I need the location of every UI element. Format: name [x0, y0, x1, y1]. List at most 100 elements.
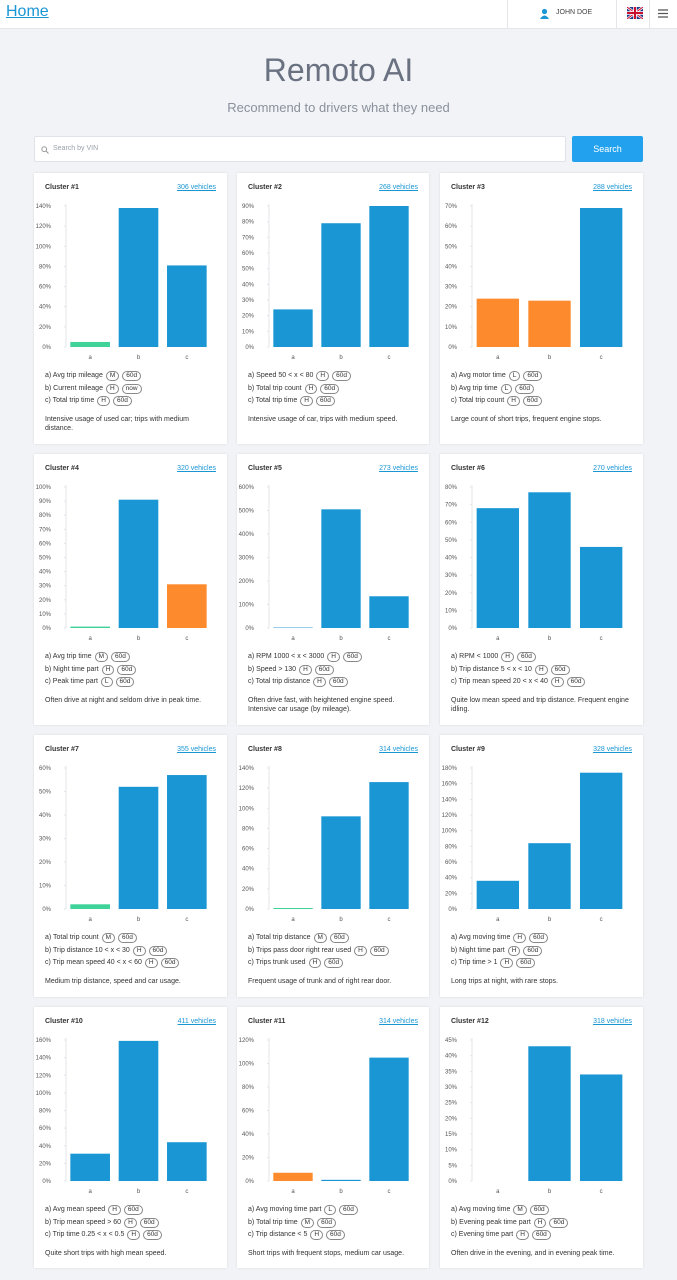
feature-list: a) Avg moving time H 60d b) Night time part…	[451, 932, 548, 970]
search-input[interactable]: Search by VIN	[34, 136, 566, 162]
y-tick-label: 60%	[445, 860, 458, 866]
y-tick-label: 20%	[445, 1116, 458, 1122]
x-tick-label: a	[496, 355, 500, 361]
menu-icon[interactable]	[658, 9, 668, 18]
y-tick-label: 25%	[445, 1101, 458, 1107]
cluster-title: Cluster #12	[451, 1018, 489, 1025]
y-tick-label: 160%	[36, 1038, 52, 1044]
feature-row: a) Avg trip time M 60d	[45, 651, 136, 664]
y-tick-label: 80%	[39, 1109, 52, 1115]
bar	[369, 206, 409, 347]
vehicles-link[interactable]: 288 vehicles	[593, 184, 632, 191]
feature-list: a) Avg motor time L 60d b) Avg trip time L 60…	[451, 370, 543, 408]
y-tick-label: 80%	[242, 220, 255, 226]
vehicles-link[interactable]: 328 vehicles	[593, 746, 632, 753]
feature-tag: now	[121, 383, 142, 394]
vehicles-link[interactable]: 355 vehicles	[177, 746, 216, 753]
x-tick-label: c	[388, 355, 391, 361]
feature-list: a) Avg trip mileage M 60d b) Current mileag…	[45, 370, 142, 408]
feature-text: c) Total trip count	[451, 397, 505, 404]
vehicles-link[interactable]: 306 vehicles	[177, 184, 216, 191]
feature-text: b) Current mileage	[45, 384, 103, 392]
y-tick-label: 20%	[445, 591, 458, 597]
vehicles-link[interactable]: 314 vehicles	[379, 746, 418, 753]
y-tick-label: 20%	[39, 325, 52, 331]
feature-row: b) Night time part H 60d	[451, 945, 548, 958]
y-tick-label: 0%	[448, 1179, 457, 1185]
feature-tag: L	[508, 371, 521, 381]
feature-tag: 60d	[314, 664, 334, 675]
feature-tag: 60d	[324, 958, 344, 968]
vehicles-link[interactable]: 411 vehicles	[177, 1018, 216, 1025]
vehicles-link[interactable]: 270 vehicles	[593, 465, 632, 472]
feature-tag: 60d	[122, 371, 142, 381]
vehicles-link[interactable]: 273 vehicles	[379, 465, 418, 472]
feature-text: c) Trip distance < 5	[248, 1231, 308, 1238]
vehicles-link[interactable]: 268 vehicles	[379, 184, 418, 191]
bar	[321, 816, 361, 909]
feature-text: b) Night time part	[451, 946, 505, 954]
cluster-card: Cluster #10 411 vehicles 0% 20% 40% 60% 80% 100…	[34, 1007, 227, 1268]
bar	[579, 772, 623, 909]
y-tick-label: 60%	[39, 541, 52, 547]
vehicles-link[interactable]: 318 vehicles	[593, 1018, 632, 1025]
feature-tag: 60d	[148, 945, 168, 956]
header: Home JOHN DOE	[0, 0, 677, 29]
y-tick-label: 100%	[36, 485, 52, 491]
vehicles-link[interactable]: 320 vehicles	[177, 465, 216, 472]
home-link[interactable]: Home	[6, 3, 49, 20]
search-button[interactable]: Search	[572, 136, 643, 162]
y-tick-label: 120%	[239, 1038, 255, 1044]
user-icon	[540, 8, 549, 19]
bar	[70, 626, 110, 628]
feature-tag: H	[108, 1205, 121, 1215]
feature-tag: 60d	[317, 1217, 336, 1228]
y-tick-label: 0%	[42, 345, 51, 351]
feature-tag: 60d	[549, 1217, 569, 1228]
y-tick-label: 70%	[242, 235, 255, 241]
bar	[70, 1153, 110, 1181]
cluster-card: Cluster #1 306 vehicles 0% 20% 40% 60% 80% 100%…	[34, 173, 227, 444]
user-name[interactable]: JOHN DOE	[556, 9, 593, 16]
feature-tag: 60d	[139, 1217, 159, 1228]
vehicles-link[interactable]: 314 vehicles	[379, 1018, 418, 1025]
cluster-chart: 0% 20% 40% 60% 80% 100% 120% 140% a b c	[239, 766, 409, 923]
cluster-chart: 0% 10% 20% 30% 40% 50% 60% 70% 80% 90% 100% a b c	[36, 485, 207, 642]
feature-tag: 60d	[523, 945, 543, 956]
cluster-chart: 0% 20% 40% 60% 80% 100% 120% a b c	[239, 1038, 409, 1195]
feature-row: b) Trip distance 10 < x < 30 H 60d	[45, 945, 179, 958]
y-tick-label: 120%	[36, 1073, 52, 1079]
y-tick-label: 600%	[239, 485, 255, 491]
y-tick-label: 60%	[445, 224, 458, 230]
feature-row: b) Avg trip time L 60d	[451, 383, 542, 396]
y-tick-label: 120%	[36, 224, 52, 230]
feature-text: c) Total trip time	[248, 397, 298, 404]
feature-tag: H	[533, 1217, 547, 1228]
y-tick-label: 40%	[445, 876, 458, 882]
x-tick-label: b	[548, 355, 552, 361]
y-tick-label: 20%	[242, 1156, 255, 1162]
cluster-card: Cluster #6 270 vehicles 0% 10% 20% 30% 40% 50% 6…	[440, 454, 643, 725]
feature-tag: H	[313, 677, 326, 687]
y-tick-label: 10%	[445, 325, 458, 331]
feature-row: b) Evening peak time part H 60d	[451, 1217, 569, 1230]
bar	[321, 223, 361, 347]
feature-tag: 60d	[112, 396, 132, 406]
feature-list: a) Avg moving time part L 60d b) Total trip…	[248, 1204, 358, 1242]
feature-tag: 60d	[123, 1205, 143, 1215]
feature-list: a) Total trip count M 60d b) Trip distance …	[45, 932, 180, 970]
cluster-description: Long trips at night, with rare stops.	[451, 978, 558, 985]
flag-uk[interactable]	[627, 7, 643, 19]
feature-tag: 60d	[332, 371, 351, 381]
y-tick-label: 70%	[445, 503, 458, 509]
separator	[616, 0, 617, 28]
bar	[528, 1046, 571, 1181]
feature-row: a) Total trip distance M 60d	[248, 932, 389, 945]
feature-tag: H	[299, 664, 312, 675]
x-tick-label: a	[88, 1189, 92, 1195]
bar	[167, 265, 207, 347]
cluster-description: Often drive fast, with heightened engine…	[248, 697, 395, 713]
feature-list: a) RPM 1000 < x < 3000 H 60d b) Speed > 130…	[248, 651, 362, 689]
y-tick-label: 80%	[445, 844, 458, 850]
